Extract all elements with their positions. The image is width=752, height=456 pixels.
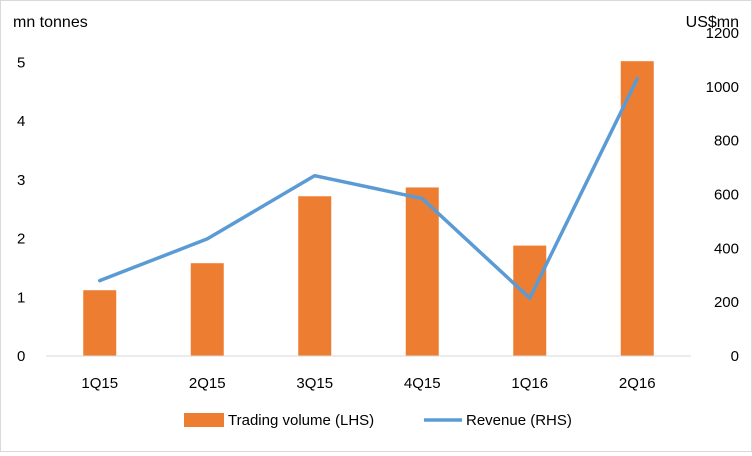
x-tick-label: 2Q16 xyxy=(619,375,656,392)
legend-swatch-trading-volume xyxy=(184,413,224,427)
y-left-tick-label: 2 xyxy=(17,231,25,248)
bar-1Q15 xyxy=(83,290,117,356)
y-right-ticks: 0 200 400 600 800 1000 1200 xyxy=(706,25,739,365)
bar-2Q16 xyxy=(620,61,654,357)
x-ticks: 1Q15 2Q15 3Q15 4Q15 1Q16 2Q16 xyxy=(81,375,655,392)
y-right-tick-label: 1000 xyxy=(706,79,739,96)
y-left-tick-label: 0 xyxy=(17,348,25,365)
bar-1Q16 xyxy=(513,245,547,356)
y-right-tick-label: 600 xyxy=(714,187,739,204)
legend-label-revenue: Revenue (RHS) xyxy=(466,412,572,429)
y-right-axis-title: US$mn xyxy=(686,14,739,31)
x-tick-label: 1Q15 xyxy=(81,375,118,392)
bar-4Q15 xyxy=(405,187,439,356)
y-left-tick-label: 3 xyxy=(17,172,25,189)
x-tick-label: 1Q16 xyxy=(511,375,548,392)
bar-3Q15 xyxy=(298,196,332,356)
y-right-tick-label: 1200 xyxy=(706,25,739,42)
bar-series xyxy=(83,61,654,357)
x-tick-label: 2Q15 xyxy=(189,375,226,392)
y-left-tick-label: 1 xyxy=(17,289,25,306)
y-left-axis-title: mn tonnes xyxy=(13,14,88,31)
y-right-tick-label: 800 xyxy=(714,133,739,150)
y-left-tick-label: 4 xyxy=(17,113,25,130)
legend-label-trading-volume: Trading volume (LHS) xyxy=(228,412,374,429)
bar-2Q15 xyxy=(190,263,224,356)
x-tick-label: 4Q15 xyxy=(404,375,441,392)
y-left-ticks: 0 1 2 3 4 5 xyxy=(17,54,25,365)
y-right-tick-label: 0 xyxy=(731,348,739,365)
legend: Trading volume (LHS) Revenue (RHS) xyxy=(184,412,572,429)
y-right-tick-label: 400 xyxy=(714,240,739,257)
y-right-tick-label: 200 xyxy=(714,294,739,311)
revenue-line xyxy=(98,77,639,300)
line-series xyxy=(98,77,639,300)
x-tick-label: 3Q15 xyxy=(296,375,333,392)
y-left-tick-label: 5 xyxy=(17,54,25,71)
